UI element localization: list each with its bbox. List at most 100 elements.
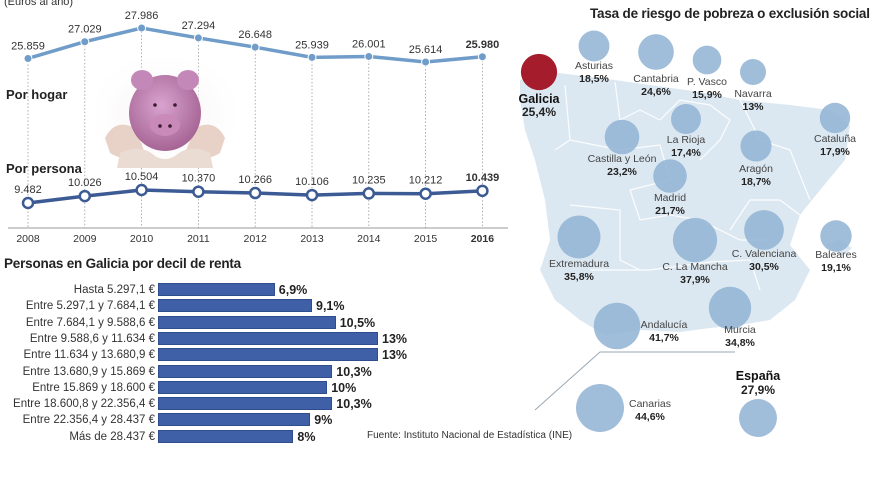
series-label-hogar: Por hogar [6,87,68,102]
data-point [248,186,262,200]
bar-value-label: 10% [331,380,357,395]
data-point [21,196,35,210]
region-name: Extremadura [549,258,609,270]
region-name: C. Valenciana [732,248,797,260]
region-bubble [557,215,601,259]
data-label: 10.235 [352,174,386,186]
x-tick-label: 2014 [357,233,381,245]
bar-row: Más de 28.437 € 8% [0,429,315,445]
bar-value-label: 10,3% [336,364,372,379]
region-value: 30,5% [749,261,779,273]
data-label: 10.026 [68,177,102,189]
data-point [80,37,90,47]
bar-category-label: Entre 15.869 y 18.600 € [32,381,155,394]
bar [158,429,294,443]
region-name: P. Vasco [687,76,727,88]
data-point [135,183,148,197]
region-bubble [593,302,641,350]
bars-title: Personas en Galicia por decil de renta [4,256,241,271]
data-point [364,51,374,61]
bar [158,283,275,296]
region-value: 35,8% [564,271,594,283]
x-tick-label: 2010 [130,233,154,245]
bar-category-label: Entre 13.680,9 y 15.869 € [22,365,155,378]
data-label: 27.029 [68,24,102,36]
data-label: 25.859 [11,40,45,52]
region-bubble [653,159,687,193]
bar-row: Entre 7.684,1 y 9.588,6 € 10,5% [0,315,375,331]
bar-category-label: Entre 11.634 y 13.680,9 € [23,349,156,362]
piggy-bank-image [95,58,235,168]
data-point [250,42,260,52]
data-point [192,185,205,198]
region-name: Murcia [724,324,756,336]
bar [158,380,328,394]
bar-category-label: Hasta 5.297,1 € [73,284,155,296]
data-label: 25.614 [409,44,443,56]
data-point [23,53,33,63]
bar-row: Entre 18.600,8 y 22.356,4 € 10,3% [0,396,372,412]
bar [158,299,312,313]
region-name: Cantabria [633,73,679,85]
bar-value-label: 9,1% [316,299,345,314]
region-name: Navarra [734,88,772,100]
region-value: 41,7% [649,332,679,344]
region-value: 27,9% [741,383,775,397]
bar-row: Entre 5.297,1 y 7.684,1 € 9,1% [0,298,345,314]
region-name: Galicia [519,92,561,106]
income-line-chart: 25.859 27.029 27.986 27.294 26.648 25.939 26.0… [8,10,508,245]
data-point [476,184,489,198]
bar [158,397,333,411]
bar-value-label: 13% [382,348,408,363]
bar-value-label: 6,9% [278,283,308,297]
region-bubble [604,119,640,155]
region-bubble [820,220,852,252]
bar-value-label: 9% [314,413,333,428]
bar-row: Hasta 5.297,1 € 6,9% [0,282,307,298]
region-bubble [692,45,722,75]
bar-category-label: Entre 18.600,8 y 22.356,4 € [13,398,155,411]
region-bubble [638,34,674,70]
bar [158,315,336,329]
data-label: 10.370 [182,173,216,185]
region-value: 37,9% [680,274,710,286]
region-bubble [578,30,610,62]
region-name: Andalucía [641,319,688,331]
region-name: Baleares [815,249,856,261]
x-tick-label: 2009 [73,233,97,245]
bar [158,364,333,378]
bar-row: Entre 22.356,4 y 28.437 € 9% [0,412,332,428]
region-bubble [576,384,624,432]
data-point [362,187,376,200]
data-point [477,52,487,62]
x-tick-label: 2016 [471,233,495,245]
region-name: España [736,369,782,383]
bar-value-label: 10,3% [336,397,372,412]
data-label: 27.294 [182,20,216,32]
region-value: 18,5% [579,73,609,85]
region-value: 15,9% [692,89,722,101]
x-tick-label: 2013 [300,233,324,245]
x-tick-label: 2012 [244,233,268,245]
data-label: 10.212 [409,175,443,187]
region-name: C. La Mancha [662,261,728,273]
region-value: 23,2% [607,166,637,178]
region-value: 19,1% [821,262,851,274]
region-name: Castilla y León [588,153,657,165]
bar-category-label: Más de 28.437 € [69,430,155,443]
bar-row: Entre 11.634 y 13.680,9 € 13% [0,347,407,363]
bar-row: Entre 15.869 y 18.600 € 10% [0,380,356,396]
data-point [419,187,432,200]
